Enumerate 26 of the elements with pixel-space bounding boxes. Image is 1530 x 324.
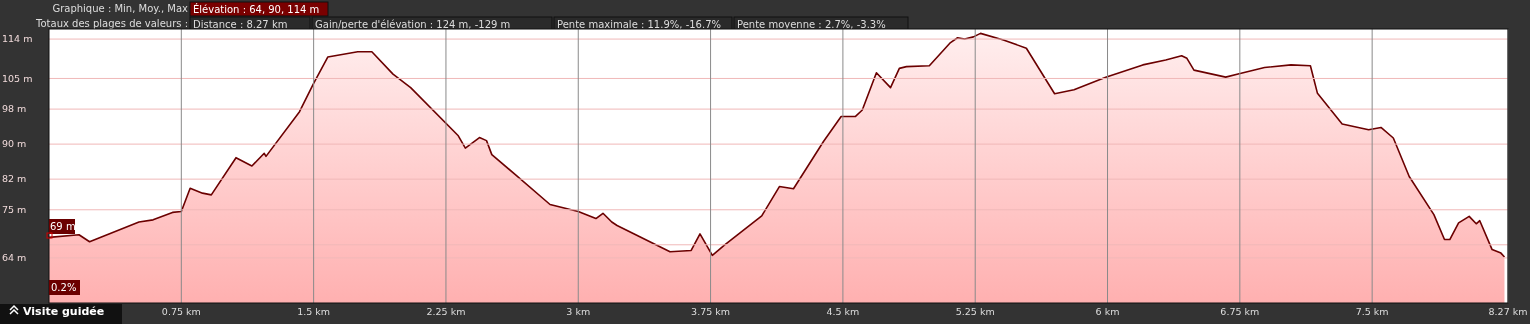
y-tick-label: 82 m xyxy=(2,173,27,185)
annotation: Gain/perte d'élévation : 124 m, -129 m xyxy=(315,18,511,30)
x-tick-label: 3 km xyxy=(566,306,591,317)
text: Totaux des plages de valeurs : xyxy=(35,18,188,29)
x-tick-label: 7.5 km xyxy=(1355,306,1389,317)
y-tick-label: 114 m xyxy=(2,33,33,45)
annotation: Pente maximale : 11.9%, -16.7% xyxy=(557,18,722,30)
x-tick-label: 8.27 km xyxy=(1488,306,1528,317)
text: Élévation : 64, 90, 114 m xyxy=(193,2,320,15)
y-tick-label: 75 m xyxy=(2,204,27,216)
y-tick-label: 64 m xyxy=(2,252,27,264)
y-tick-label: 90 m xyxy=(2,138,27,150)
annotation: Distance : 8.27 km xyxy=(193,18,288,30)
x-tick-label: 3.75 km xyxy=(691,306,731,317)
y-tick-label: 98 m xyxy=(2,103,27,115)
x-tick-label: 4.5 km xyxy=(826,306,860,317)
x-tick-label: 1.5 km xyxy=(297,306,331,317)
x-tick-label: 6 km xyxy=(1095,306,1120,317)
x-tick-label: 2.25 km xyxy=(426,306,466,317)
x-tick-label: 0.75 km xyxy=(161,306,201,317)
text: Graphique : Min, Moy., Max xyxy=(52,3,189,14)
annotation: Pente moyenne : 2.7%, -3.3% xyxy=(737,18,886,30)
x-tick-label: 5.25 km xyxy=(955,306,995,317)
text: Visite guidée xyxy=(23,305,105,318)
y-tick-label: 105 m xyxy=(2,72,33,84)
x-tick-label: 6.75 km xyxy=(1220,306,1260,317)
